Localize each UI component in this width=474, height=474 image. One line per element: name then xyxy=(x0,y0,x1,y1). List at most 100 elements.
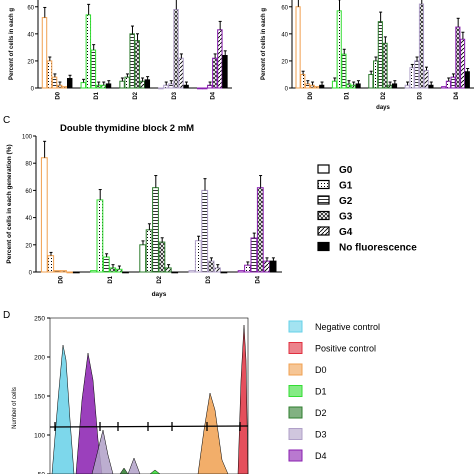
legend-label: No fluorescence xyxy=(339,243,417,254)
histogram-peak xyxy=(75,352,103,474)
bar xyxy=(382,42,388,89)
legend-swatch xyxy=(317,179,330,190)
bar xyxy=(163,84,169,89)
y-axis-label: Percent of cells in each g xyxy=(9,8,15,80)
legend-swatch xyxy=(288,320,303,333)
bar xyxy=(450,76,456,89)
bar xyxy=(304,83,311,89)
bar xyxy=(60,270,67,273)
bar xyxy=(460,38,466,89)
bar xyxy=(207,260,215,273)
bar xyxy=(90,270,97,273)
legend-c: G0 G1 G2 G3 G4 No fluorescence xyxy=(317,164,417,254)
histogram-peak xyxy=(127,457,141,474)
bar xyxy=(194,240,202,273)
y-tick-label: 20 xyxy=(281,59,288,65)
bar xyxy=(66,271,74,274)
bar xyxy=(391,83,398,89)
bar xyxy=(53,270,61,273)
legend-label: G3 xyxy=(339,212,353,223)
legend-d: Negative control Positive control D0 D1 D2 D3… xyxy=(288,320,380,462)
y-tick-label: 80 xyxy=(25,162,32,168)
bar xyxy=(102,256,110,273)
y-tick-label: 40 xyxy=(27,32,34,38)
bar xyxy=(51,76,58,89)
bar xyxy=(207,84,213,89)
bar xyxy=(464,71,470,89)
legend-label: Positive control xyxy=(315,344,376,354)
legend-swatch xyxy=(288,363,303,376)
bar xyxy=(212,57,218,89)
panel-label: C xyxy=(3,115,10,126)
bar xyxy=(404,84,410,89)
x-tick-label: D0 xyxy=(308,91,314,99)
bar xyxy=(423,69,429,89)
bar xyxy=(122,271,129,274)
y-axis-label: Percent of cells in each g xyxy=(261,8,267,80)
bar xyxy=(319,84,325,89)
bar xyxy=(152,187,159,273)
chart-a: 0 20 40 60 Percent of cells in each g D0 D1 D2 D… xyxy=(9,0,232,100)
y-tick-label: 0 xyxy=(31,87,35,93)
legend-label: G0 xyxy=(339,165,353,176)
legend-swatch xyxy=(317,226,330,236)
bar xyxy=(178,57,184,89)
legend-swatch xyxy=(288,406,303,419)
bar xyxy=(46,60,53,89)
bar xyxy=(350,84,356,89)
bar xyxy=(309,84,315,89)
legend-label: G1 xyxy=(339,181,353,192)
bar xyxy=(119,80,125,89)
legend-label: G4 xyxy=(339,227,353,238)
bar xyxy=(96,199,104,273)
bar xyxy=(409,67,415,89)
bar xyxy=(66,78,73,89)
bar xyxy=(109,267,117,273)
x-tick-label: D1 xyxy=(94,91,100,99)
x-tick-label: D2 xyxy=(381,91,387,99)
bar xyxy=(217,29,223,89)
bar xyxy=(196,87,203,90)
x-tick-label: D0 xyxy=(55,91,61,99)
legend-label: D4 xyxy=(315,451,327,461)
x-tick-label: D1 xyxy=(108,275,114,283)
bar xyxy=(85,14,92,89)
histogram-peak xyxy=(197,392,229,474)
legend-label: D1 xyxy=(315,387,327,397)
x-tick-label: D4 xyxy=(255,275,261,283)
bar xyxy=(61,86,68,89)
legend-swatch xyxy=(317,164,330,174)
y-tick-label: 40 xyxy=(281,32,288,38)
legend-swatch xyxy=(317,195,330,205)
y-axis-label: Number of cells xyxy=(12,387,18,429)
bar xyxy=(346,83,352,89)
bar xyxy=(158,241,166,273)
bar xyxy=(387,84,393,89)
chart-d: D 50 100 150 200 250 Number of cells xyxy=(3,310,249,474)
bar xyxy=(145,229,153,273)
bar xyxy=(418,3,425,89)
bar xyxy=(168,83,174,89)
x-axis-label: days xyxy=(376,105,390,111)
y-tick-label: 60 xyxy=(27,5,34,11)
histogram-peak xyxy=(149,469,161,474)
bar xyxy=(40,157,48,273)
bar xyxy=(158,87,164,90)
x-tick-label: D3 xyxy=(172,91,178,99)
x-tick-label: D2 xyxy=(133,91,139,99)
bar xyxy=(300,73,306,89)
histogram-peak xyxy=(237,324,249,474)
y-tick-label: 250 xyxy=(34,316,45,323)
y-tick-label: 150 xyxy=(34,394,45,401)
bar xyxy=(222,55,228,89)
bar xyxy=(129,33,135,89)
legend-label: G2 xyxy=(339,196,353,207)
x-axis-label: days xyxy=(152,291,167,298)
bar xyxy=(95,84,102,89)
bar xyxy=(100,84,107,89)
bar xyxy=(295,6,301,89)
legend-label: Negative control xyxy=(315,322,380,332)
legend-label: D3 xyxy=(315,430,327,440)
bar xyxy=(445,80,451,89)
